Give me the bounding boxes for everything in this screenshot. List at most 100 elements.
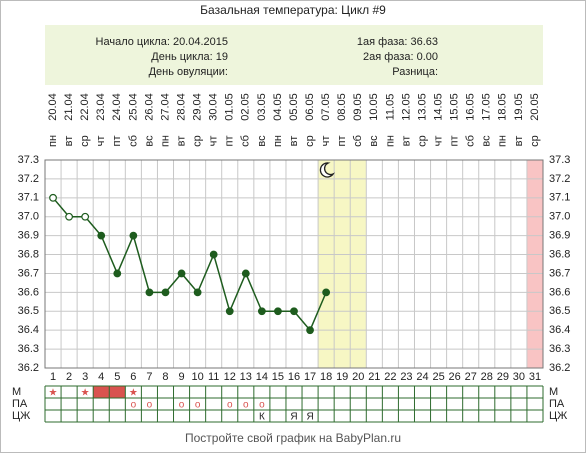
data-point [193, 288, 202, 297]
x-weekday-label: чт [208, 136, 220, 147]
data-point [290, 307, 298, 316]
footer: Постройте свой график на BabyPlan.ru [185, 431, 401, 445]
row-label: ЦЖ [549, 410, 567, 422]
info-text: День овуляции: [149, 66, 228, 78]
highlight-band [318, 160, 367, 368]
x-weekday-label: ср [304, 135, 316, 147]
data-point [49, 193, 57, 202]
x-date-label: 21.04 [63, 93, 75, 121]
day-number: 27 [465, 371, 477, 383]
day-number: 30 [513, 371, 525, 383]
x-date-label: 05.05 [288, 93, 300, 121]
data-point [241, 269, 250, 278]
y-tick-label: 36.3 [549, 343, 570, 355]
x-date-label: 26.04 [143, 93, 155, 121]
plot-border [44, 159, 544, 369]
x-weekday-label: чт [95, 136, 107, 147]
info-box [45, 25, 543, 85]
chart-title: Базальная температура: Цикл #9 [200, 3, 386, 17]
row-label: ПА [12, 398, 28, 410]
y-tick-label: 37.0 [18, 211, 39, 223]
row-label: ПА [549, 398, 565, 410]
day-number: 21 [368, 371, 380, 383]
data-point [97, 231, 106, 240]
x-date-label: 28.04 [175, 93, 187, 121]
x-weekday-label: вс [368, 135, 380, 147]
x-date-label: 11.05 [384, 94, 396, 121]
x-date-label: 04.05 [272, 93, 284, 121]
cell-symbol: Я [290, 412, 297, 423]
day-number: 28 [481, 371, 493, 383]
x-weekday-label: пт [449, 136, 461, 147]
day-number: 23 [400, 371, 412, 383]
cell-symbol: о [227, 400, 233, 411]
day-number: 14 [256, 371, 268, 383]
day-number: 26 [449, 371, 461, 383]
row-label: М [12, 386, 21, 398]
x-date-label: 03.05 [256, 93, 268, 121]
cell-symbol: о [243, 400, 249, 411]
day-number: 24 [416, 371, 428, 383]
cell-symbol: о [131, 400, 137, 411]
x-weekday-label: пн [47, 135, 59, 147]
info-text: Разница: [392, 66, 438, 78]
y-tick-label: 36.2 [549, 362, 570, 374]
y-tick-label: 36.6 [18, 286, 39, 298]
y-tick-label: 36.4 [549, 324, 570, 336]
x-weekday-label: пн [497, 135, 509, 147]
data-point [322, 288, 331, 297]
x-weekday-label: ср [416, 135, 428, 147]
x-weekday-label: сб [127, 135, 139, 147]
day-number: 25 [432, 371, 444, 383]
day-number: 13 [240, 371, 252, 383]
y-tick-label: 37.3 [549, 154, 570, 166]
x-weekday-label: вс [143, 135, 155, 147]
y-tick-label: 36.6 [549, 286, 570, 298]
day-number: 19 [336, 371, 348, 383]
info-text: День цикла: 19 [151, 51, 228, 63]
x-date-label: 09.05 [352, 93, 364, 121]
data-point [129, 231, 138, 240]
cell-symbol: о [195, 400, 201, 411]
x-date-label: 17.05 [481, 93, 493, 121]
y-tick-label: 36.8 [549, 248, 570, 260]
x-weekday-label: ср [529, 135, 541, 147]
x-date-label: 20.04 [47, 93, 59, 121]
x-weekday-label: ср [79, 135, 91, 147]
highlight-band [526, 160, 543, 368]
info-text: Начало цикла: 20.04.2015 [96, 36, 228, 48]
x-date-label: 23.04 [95, 93, 107, 121]
x-date-label: 29.04 [192, 93, 204, 121]
data-point [161, 288, 170, 297]
x-date-label: 18.05 [497, 93, 509, 121]
day-number: 4 [98, 371, 104, 383]
cell-symbol: о [259, 400, 265, 411]
moon-icon [319, 162, 336, 178]
x-weekday-label: вт [400, 136, 412, 147]
y-tick-label: 37.0 [549, 211, 570, 223]
x-date-label: 22.04 [79, 93, 91, 121]
day-number: 3 [82, 371, 88, 383]
x-weekday-label: сб [465, 135, 477, 147]
cell-symbol: ★ [49, 388, 58, 399]
day-number: 1 [50, 371, 56, 383]
x-date-label: 20.05 [529, 93, 541, 121]
day-number: 15 [272, 371, 284, 383]
x-weekday-label: пт [224, 136, 236, 147]
y-tick-label: 36.4 [18, 324, 39, 336]
y-tick-label: 37.1 [18, 192, 39, 204]
x-weekday-label: чт [320, 136, 332, 147]
x-date-label: 06.05 [304, 93, 316, 121]
data-point [65, 212, 73, 221]
day-number: 2 [66, 371, 72, 383]
info-text: 2ая фаза: 0.00 [363, 51, 438, 63]
x-date-label: 13.05 [416, 93, 428, 121]
x-weekday-label: пн [272, 135, 284, 147]
x-weekday-label: вс [256, 135, 268, 147]
day-number: 6 [130, 371, 136, 383]
x-date-label: 27.04 [159, 93, 171, 121]
data-point [145, 288, 154, 297]
data-point [306, 326, 314, 335]
day-number: 7 [146, 371, 152, 383]
x-date-label: 10.05 [368, 93, 380, 121]
